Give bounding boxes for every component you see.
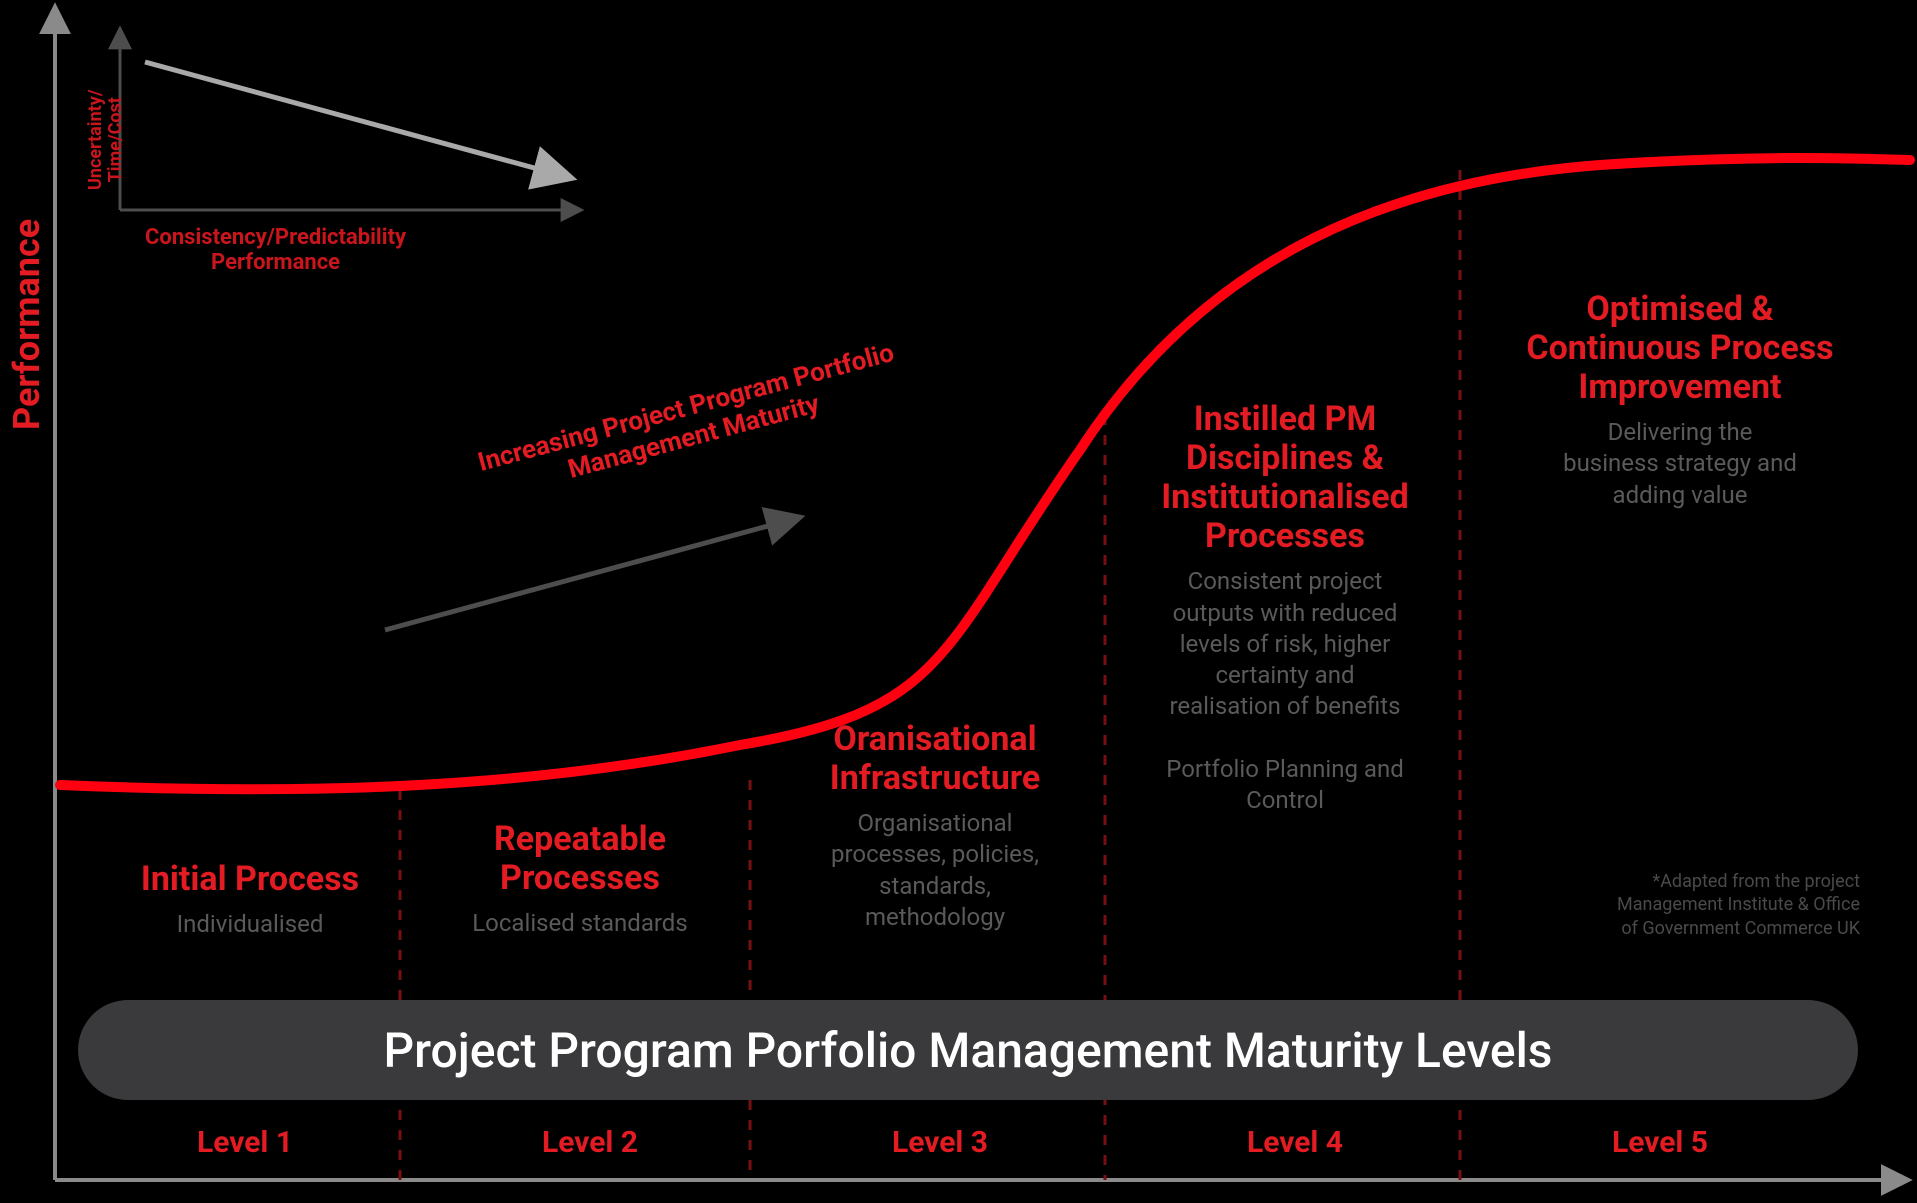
footnote: *Adapted from the project Management Ins…	[1500, 870, 1860, 940]
level-3-label: Level 3	[840, 1125, 1040, 1160]
level-1-label: Level 1	[145, 1125, 345, 1160]
inset-y-axis-label: Uncertainty/ Time/Cost	[86, 90, 126, 191]
col2-desc: Localised standards	[420, 908, 740, 939]
col3-desc: Organisational processes, policies, stan…	[775, 808, 1095, 933]
col4-desc: Consistent project outputs with reduced …	[1125, 566, 1445, 816]
level-4-label: Level 4	[1195, 1125, 1395, 1160]
inset-trend-arrow	[145, 62, 560, 175]
maturity-diagram: Performance Uncertainty/ Time/Cost Consi…	[0, 0, 1917, 1203]
column-level-5: Optimised & Continuous Process Improveme…	[1500, 290, 1860, 511]
col2-title: Repeatable Processes	[420, 820, 740, 898]
col5-desc: Delivering the business strategy and add…	[1500, 417, 1860, 511]
col5-title: Optimised & Continuous Process Improveme…	[1500, 290, 1860, 407]
inset-x-axis-label: Consistency/Predictability Performance	[145, 225, 406, 276]
column-level-4: Instilled PM Disciplines & Institutional…	[1125, 400, 1445, 816]
col1-desc: Individualised	[90, 909, 410, 940]
column-level-2: Repeatable Processes Localised standards	[420, 820, 740, 939]
col3-title: Oranisational Infrastructure	[775, 720, 1095, 798]
col4-title: Instilled PM Disciplines & Institutional…	[1125, 400, 1445, 556]
inset-x-label-line1: Consistency/Predictability	[145, 225, 406, 250]
level-2-label: Level 2	[490, 1125, 690, 1160]
maturity-arrow	[385, 520, 790, 630]
inset-x-label-line2: Performance	[145, 250, 406, 275]
column-level-1: Initial Process Individualised	[90, 860, 410, 940]
y-axis-label: Performance	[6, 219, 48, 430]
col1-title: Initial Process	[90, 860, 410, 899]
level-5-label: Level 5	[1560, 1125, 1760, 1160]
x-axis-banner-text: Project Program Porfolio Management Matu…	[383, 1022, 1552, 1079]
column-level-3: Oranisational Infrastructure Organisatio…	[775, 720, 1095, 933]
x-axis-banner: Project Program Porfolio Management Matu…	[78, 1000, 1858, 1100]
footnote-text: *Adapted from the project Management Ins…	[1500, 870, 1860, 940]
